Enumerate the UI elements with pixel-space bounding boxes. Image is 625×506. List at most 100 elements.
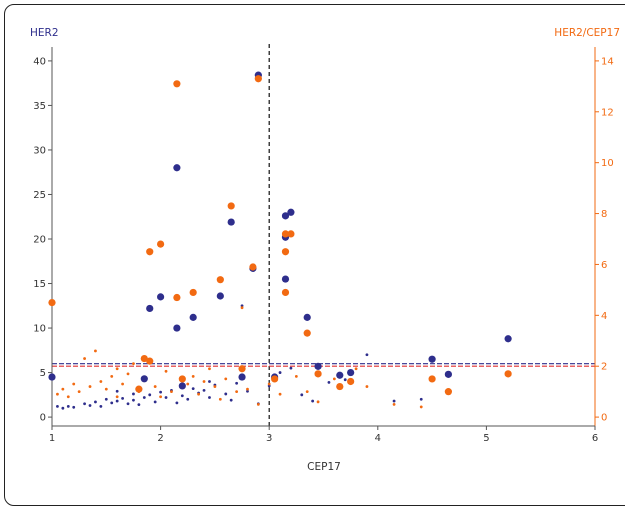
her2-small-point <box>94 400 97 404</box>
her2-small-point <box>83 402 86 406</box>
her2-point <box>146 304 154 313</box>
ratio-small-point <box>110 374 114 378</box>
ratio-point <box>314 370 322 378</box>
ratio-point <box>336 382 344 391</box>
ratio-point <box>249 263 257 271</box>
her2-point <box>140 375 148 383</box>
her2-small-point <box>115 399 119 403</box>
ratio-small-point <box>267 382 271 386</box>
ratio-small-point <box>77 390 81 394</box>
ratio-small-point <box>99 380 103 383</box>
her2-small-point <box>224 392 228 396</box>
her2-point <box>216 292 224 300</box>
ratio-small-point <box>61 387 65 391</box>
ratio-small-point <box>316 400 320 404</box>
ratio-point <box>281 230 290 238</box>
ratio-small-point <box>164 369 168 373</box>
her2-small-point <box>311 399 315 403</box>
ratio-small-point <box>72 382 76 386</box>
her2-point <box>178 382 186 390</box>
ratio-small-point <box>246 387 249 391</box>
left-y-tick-label: 25 <box>33 190 46 201</box>
right-y-tick-label: 14 <box>601 56 614 67</box>
her2-small-point <box>88 404 92 407</box>
right-y-tick-label: 12 <box>601 107 614 118</box>
ratio-point <box>238 365 246 373</box>
her2-small-point <box>132 398 135 402</box>
ratio-small-point <box>365 385 369 388</box>
left-y-tick-label: 5 <box>40 368 46 379</box>
ratio-small-point <box>104 387 108 391</box>
her2-small-point <box>110 401 114 405</box>
right-y-tick-label: 4 <box>601 311 607 322</box>
her2-point <box>281 275 290 283</box>
right-y-tick-label: 6 <box>601 260 607 271</box>
ratio-small-point <box>121 382 124 386</box>
her2-small-point <box>289 366 293 370</box>
ratio-point <box>135 385 143 393</box>
left-axis-title: HER2 <box>30 27 59 39</box>
ratio-small-point <box>392 402 396 406</box>
her2-small-point <box>153 400 157 404</box>
ratio-small-point <box>115 367 119 371</box>
her2-small-point <box>56 405 59 408</box>
ratio-small-point <box>419 405 423 409</box>
left-y-tick-label: 10 <box>33 324 46 335</box>
left-y-tick-label: 0 <box>40 413 46 424</box>
her2-small-point <box>392 399 396 403</box>
her2-small-point <box>115 389 119 393</box>
x-tick-label: 4 <box>375 433 381 444</box>
her2-small-point <box>66 405 70 408</box>
right-axis-title: HER2/CEP17 <box>554 27 620 39</box>
chart-frame <box>4 4 625 506</box>
ratio-point <box>444 388 452 396</box>
her2-point <box>227 218 235 226</box>
her2-small-point <box>132 392 135 396</box>
left-y-tick-label: 20 <box>33 235 46 246</box>
her2-small-point <box>148 393 152 397</box>
x-tick-label: 2 <box>157 433 163 444</box>
right-y-tick-label: 2 <box>601 362 607 373</box>
ratio-small-point <box>208 367 211 371</box>
ratio-small-point <box>235 390 239 394</box>
her2-point <box>173 164 181 172</box>
left-y-tick-label: 30 <box>33 145 46 156</box>
her2-small-point <box>142 396 146 399</box>
her2-small-point <box>419 397 423 401</box>
ratio-point <box>281 248 290 256</box>
her2-small-point <box>191 387 195 390</box>
ratio-small-point <box>191 374 195 378</box>
her2-small-point <box>300 393 304 397</box>
ratio-small-point <box>126 372 130 376</box>
ratio-small-point <box>197 392 201 396</box>
her2-point <box>48 373 56 381</box>
ratio-small-point <box>159 395 163 399</box>
her2-small-point <box>278 371 282 374</box>
ratio-small-point <box>88 385 92 388</box>
her2-small-point <box>99 405 103 408</box>
ratio-small-point <box>305 390 309 394</box>
ratio-point <box>146 248 154 256</box>
x-tick-label: 5 <box>483 433 489 444</box>
her2-small-point <box>121 396 124 400</box>
ratio-point <box>287 230 295 238</box>
her2-point <box>157 293 165 301</box>
her2-small-point <box>186 397 190 401</box>
ratio-point <box>504 370 512 378</box>
her2-small-point <box>126 402 130 406</box>
her2-small-point <box>61 406 65 410</box>
her2-small-point <box>137 403 141 407</box>
ratio-point <box>157 240 165 248</box>
her2-small-point <box>164 396 168 399</box>
x-tick-label: 3 <box>266 433 272 444</box>
ratio-small-point <box>132 362 135 366</box>
her2-point <box>336 371 344 379</box>
her2-point <box>238 373 246 381</box>
her2-point <box>347 368 355 377</box>
her2-small-point <box>72 405 76 409</box>
ratio-point <box>146 357 154 365</box>
ratio-point <box>303 329 311 337</box>
right-y-tick-label: 8 <box>601 209 607 220</box>
ratio-point <box>173 293 181 302</box>
